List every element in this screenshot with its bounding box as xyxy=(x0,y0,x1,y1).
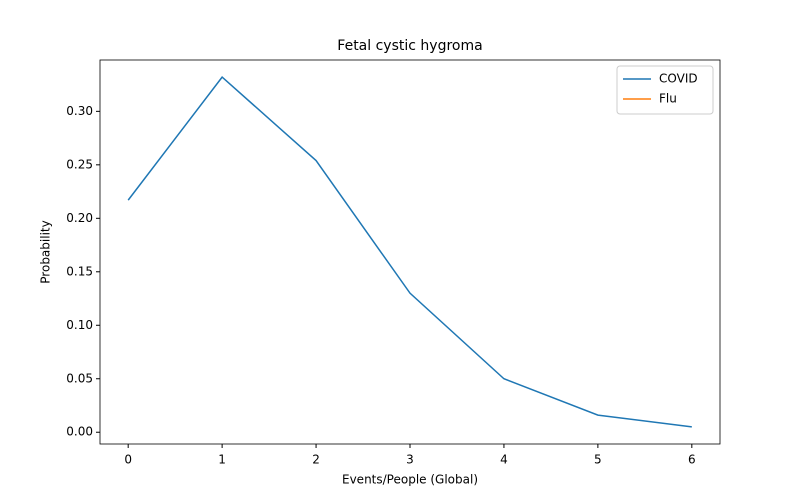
x-axis-label: Events/People (Global) xyxy=(342,473,478,487)
line xyxy=(127,76,692,428)
y-tick-label: 0.30 xyxy=(66,104,93,118)
x-tick-label: 4 xyxy=(500,453,508,467)
legend-box xyxy=(616,65,714,115)
x-tick-label: 5 xyxy=(594,453,602,467)
axes-frame xyxy=(99,59,721,445)
y-tick-label: 0.20 xyxy=(66,211,93,225)
y-tick-label: 0.00 xyxy=(66,425,93,439)
y-tick-label: 0.25 xyxy=(66,157,93,171)
legend-label: COVID xyxy=(659,72,698,86)
y-tick-label: 0.15 xyxy=(66,264,93,278)
x-tick-label: 1 xyxy=(218,453,226,467)
y-tick-label: 0.05 xyxy=(66,371,93,385)
legend-label: Flu xyxy=(659,92,677,106)
x-tick-label: 3 xyxy=(406,453,414,467)
chart-title: Fetal cystic hygroma xyxy=(337,38,482,54)
x-tick-label: 2 xyxy=(312,453,320,467)
x-tick-label: 6 xyxy=(688,453,696,467)
y-axis-label: Probability xyxy=(39,220,53,283)
x-tick-label: 0 xyxy=(124,453,132,467)
y-tick-label: 0.10 xyxy=(66,318,93,332)
